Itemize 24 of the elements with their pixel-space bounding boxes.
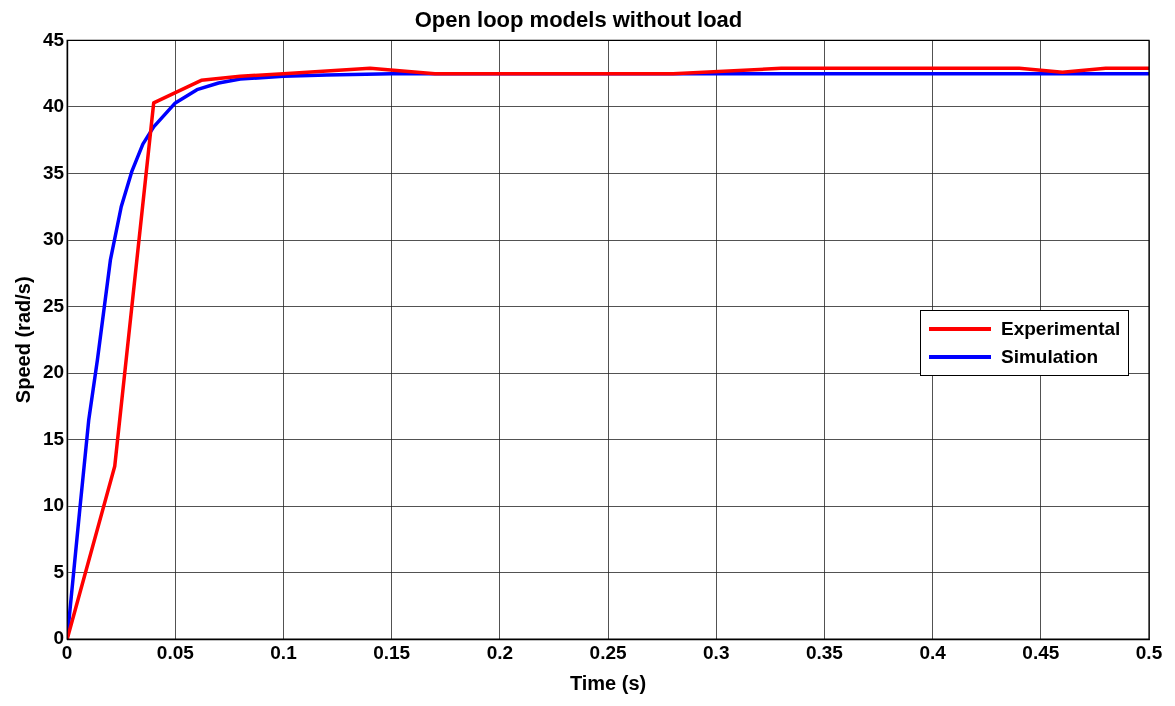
y-axis-title: Speed (rad/s) xyxy=(11,276,34,404)
x-tick-label: 0.3 xyxy=(703,641,730,663)
legend-label: Experimental xyxy=(1001,317,1121,340)
y-tick-label: 45 xyxy=(42,28,65,50)
y-tick-label: 35 xyxy=(42,161,65,183)
legend-label: Simulation xyxy=(1001,345,1099,368)
x-tick-label: 0.2 xyxy=(486,641,514,663)
x-tick-label: 0.45 xyxy=(1022,641,1060,663)
y-tick-label: 40 xyxy=(42,95,65,117)
x-tick-label: 0.5 xyxy=(1135,641,1163,663)
chart-title: Open loop models without load xyxy=(414,7,743,33)
x-tick-label: 0.05 xyxy=(156,641,195,663)
x-axis-title: Time (s) xyxy=(569,671,647,694)
y-tick-label: 5 xyxy=(53,560,65,582)
x-tick-label: 0.1 xyxy=(270,641,298,663)
y-tick-label: 20 xyxy=(42,361,65,383)
x-tick-label: 0.35 xyxy=(805,641,844,663)
x-tick-label: 0.25 xyxy=(589,641,627,663)
y-tick-label: 25 xyxy=(42,294,65,316)
x-tick-label: 0.4 xyxy=(919,641,947,663)
x-tick-label: 0.15 xyxy=(373,641,411,663)
y-tick-label: 10 xyxy=(42,494,65,516)
y-tick-label: 15 xyxy=(42,427,65,449)
y-tick-label: 30 xyxy=(42,228,65,250)
